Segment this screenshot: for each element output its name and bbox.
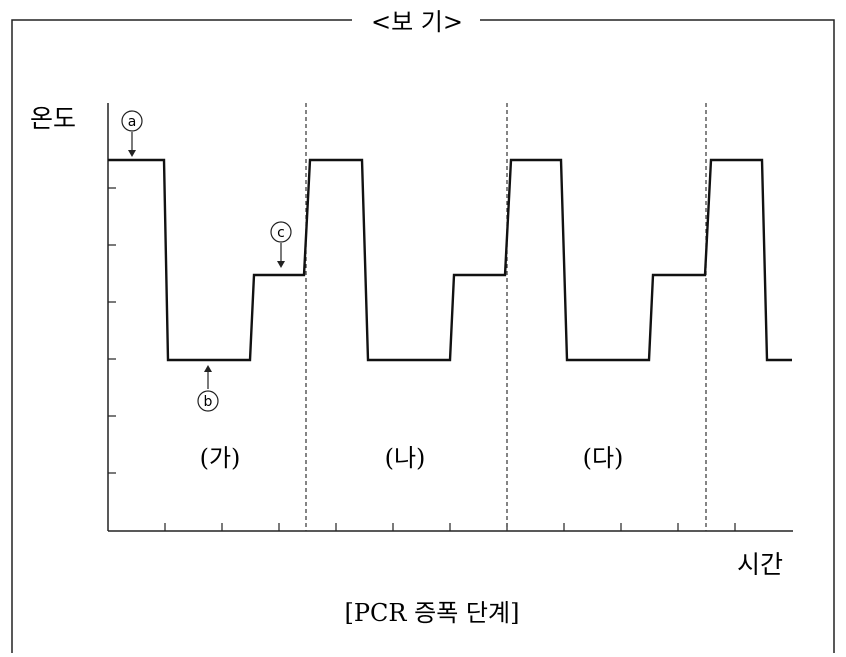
marker-b-arrow bbox=[204, 365, 212, 372]
marker-b-label: b bbox=[204, 394, 213, 410]
caption: [PCR 증폭 단계] bbox=[345, 599, 520, 627]
marker-a-arrow bbox=[128, 150, 136, 157]
x-axis-label: 시간 bbox=[737, 550, 783, 579]
marker-a-label: a bbox=[128, 114, 137, 130]
marker-a: a bbox=[121, 110, 143, 157]
marker-c: c bbox=[270, 221, 292, 268]
phase-dividers bbox=[305, 103, 707, 531]
phase-label-da: (다) bbox=[583, 444, 624, 472]
marker-c-arrow bbox=[277, 261, 285, 268]
y-ticks bbox=[108, 187, 116, 474]
marker-b: b bbox=[197, 365, 219, 412]
temperature-curve bbox=[108, 158, 792, 362]
phase-label-na: (나) bbox=[385, 444, 426, 472]
y-axis-label: 온도 bbox=[30, 104, 76, 133]
x-ticks bbox=[164, 523, 736, 531]
marker-c-label: c bbox=[277, 225, 285, 241]
phase-label-ga: (가) bbox=[200, 444, 241, 472]
box-title: <보 기> bbox=[371, 8, 463, 36]
frame-border bbox=[11, 19, 835, 653]
